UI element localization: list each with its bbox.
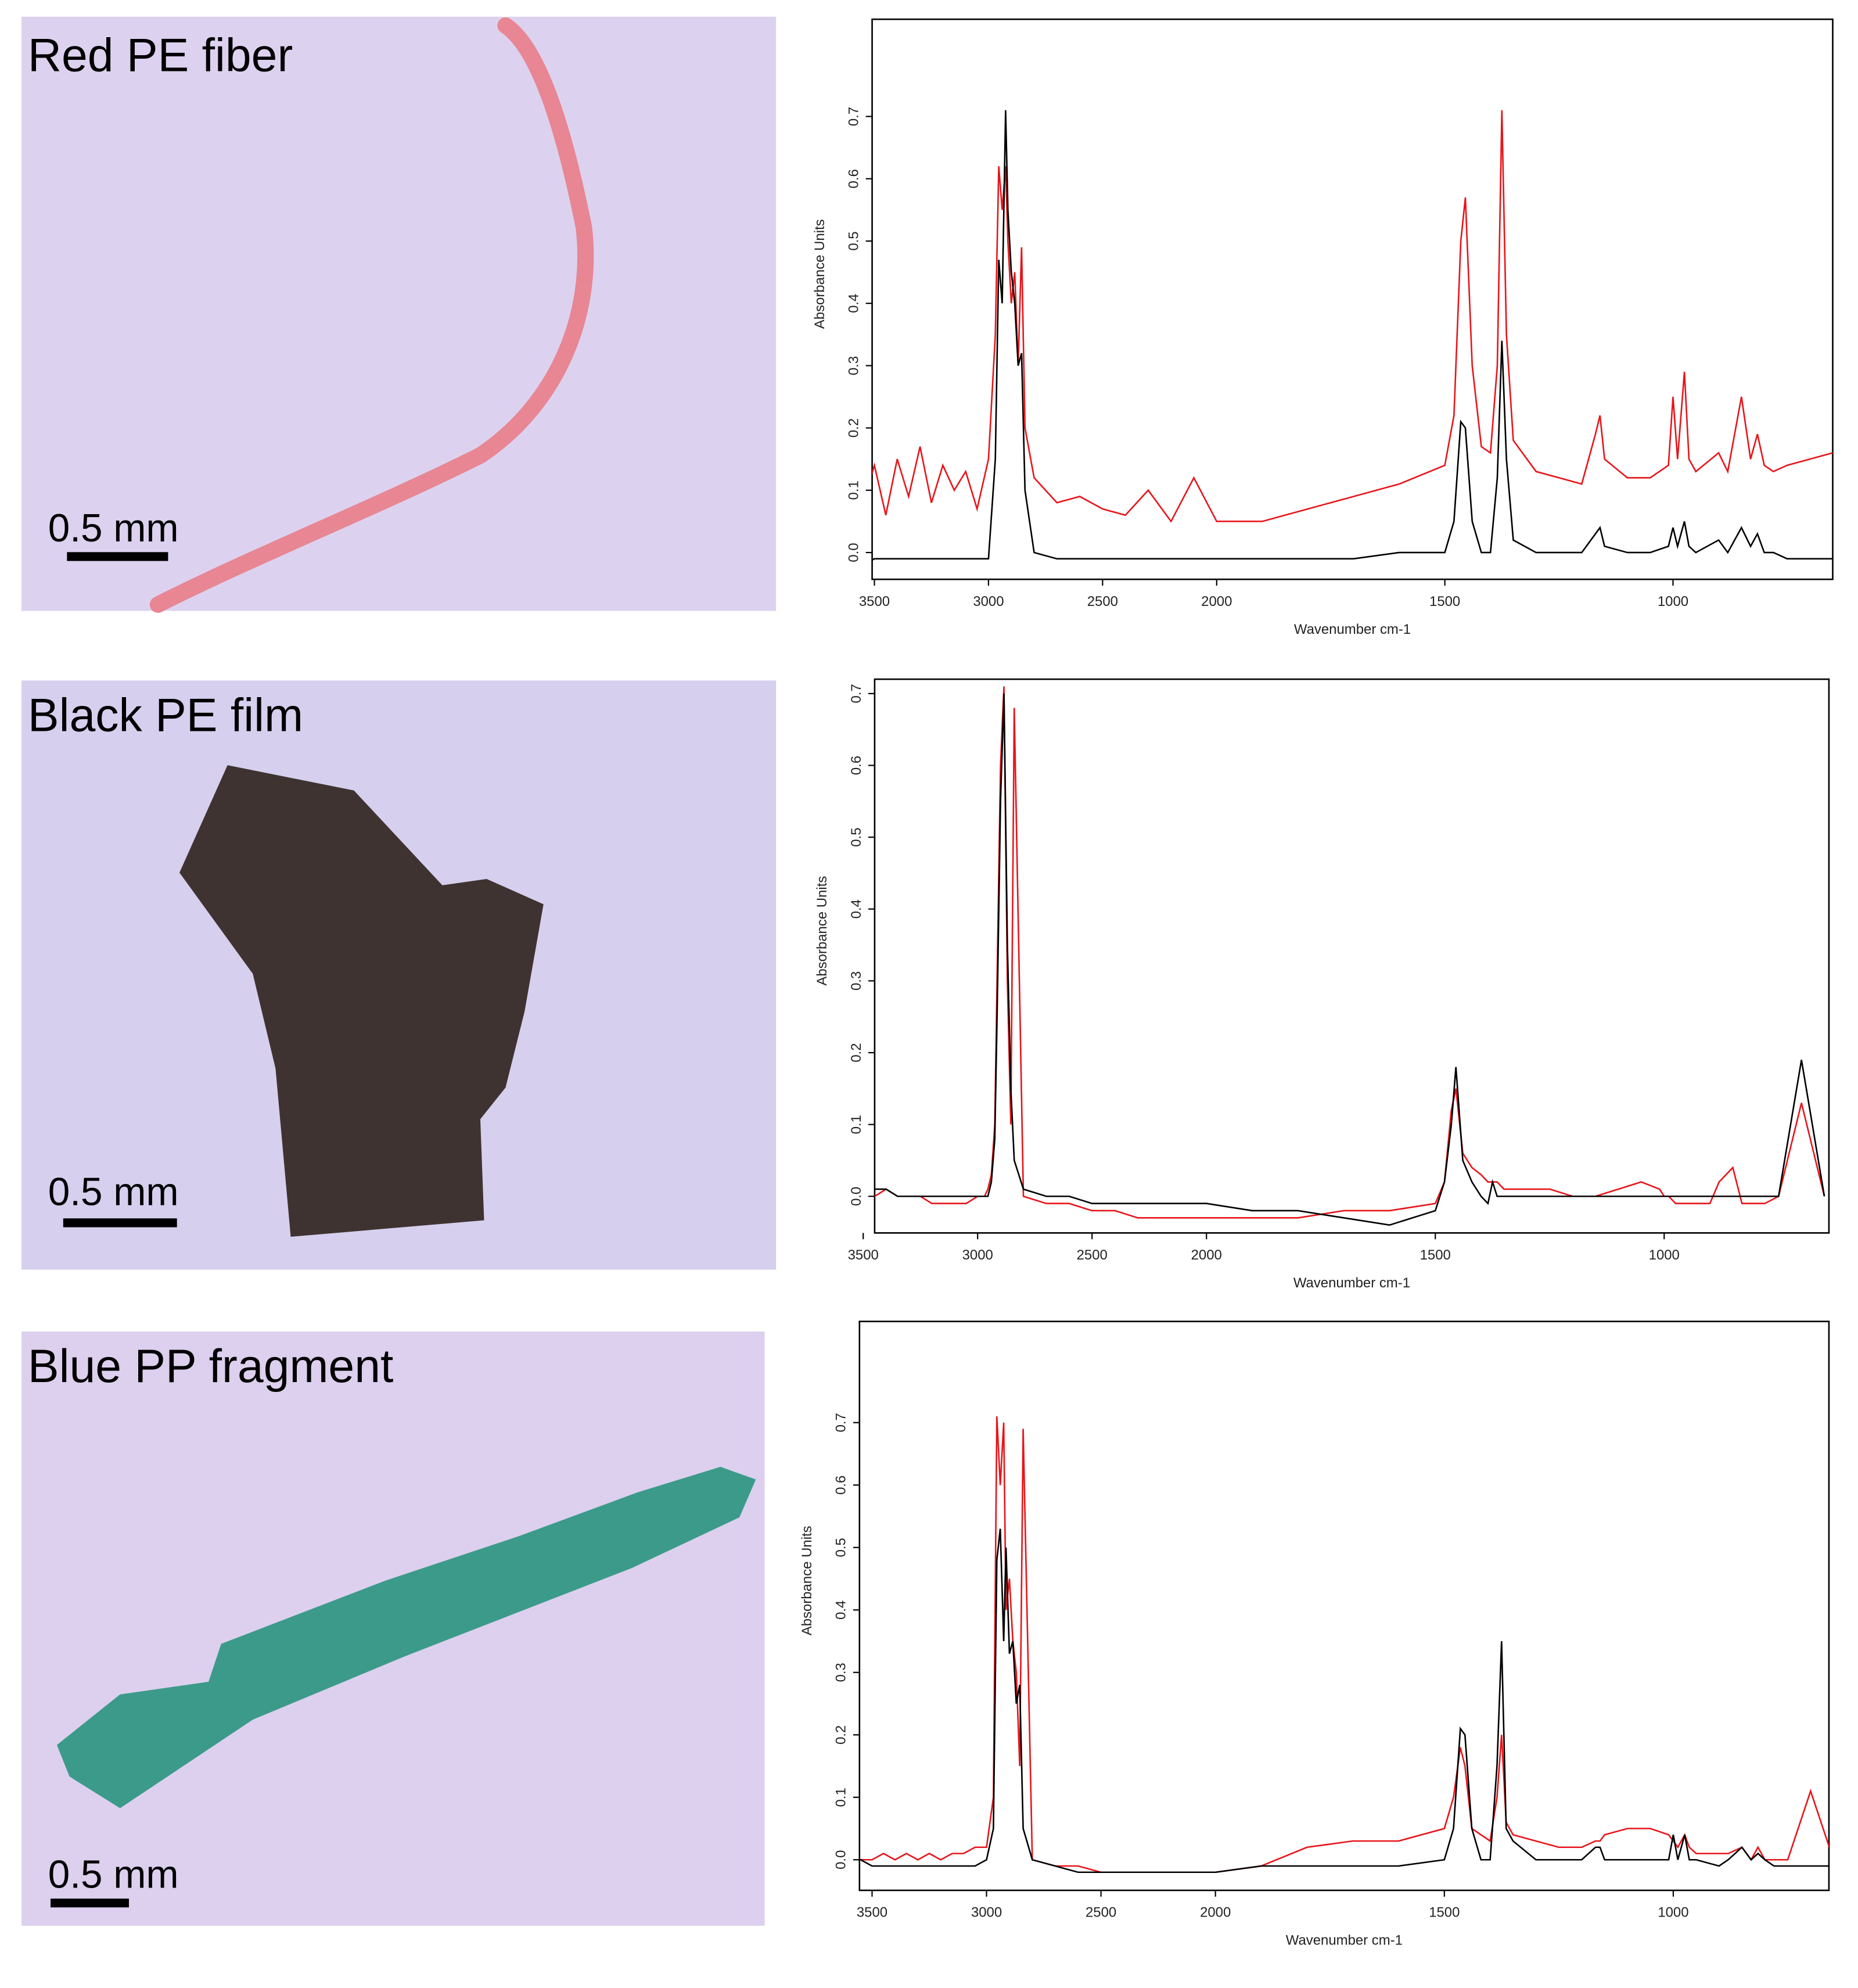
x-tick-label: 2000 bbox=[1191, 1247, 1222, 1263]
x-tick-label: 1000 bbox=[1658, 594, 1688, 609]
y-tick-label: 0.4 bbox=[846, 294, 861, 313]
x-tick-label: 3500 bbox=[848, 1247, 879, 1263]
x-tick-label: 1500 bbox=[1420, 1247, 1451, 1263]
panel-label: Blue PP fragment bbox=[28, 1340, 393, 1393]
y-tick-label: 0.2 bbox=[849, 1043, 864, 1062]
y-tick-label: 0.5 bbox=[849, 827, 864, 846]
y-tick-label: 0.6 bbox=[846, 169, 861, 188]
film-photo bbox=[179, 765, 544, 1237]
plot-frame bbox=[874, 678, 1830, 1234]
y-axis-label: Absorbance Units bbox=[799, 1526, 815, 1635]
x-axis-label: Wavenumber cm-1 bbox=[1286, 1932, 1403, 1948]
y-tick-label: 0.7 bbox=[833, 1413, 849, 1432]
y-tick-label: 0.1 bbox=[846, 480, 861, 500]
x-tick-label: 2000 bbox=[1201, 594, 1232, 609]
x-tick-label: 2500 bbox=[1086, 1905, 1116, 1921]
y-tick-label: 0.4 bbox=[833, 1601, 849, 1620]
y-tick-label: 0.3 bbox=[846, 356, 861, 375]
y-tick-label: 0.3 bbox=[833, 1663, 849, 1682]
x-tick-label: 3000 bbox=[973, 594, 1004, 609]
y-tick-label: 0.1 bbox=[833, 1788, 849, 1807]
y-tick-label: 0.5 bbox=[833, 1538, 849, 1557]
scale-bar-label: 0.5 mm bbox=[48, 1853, 179, 1897]
panel-label: Black PE film bbox=[28, 689, 303, 741]
x-tick-label: 1000 bbox=[1658, 1905, 1688, 1921]
spectrum-line bbox=[874, 693, 1825, 1226]
x-tick-label: 2500 bbox=[1077, 1247, 1108, 1263]
x-tick-label: 3000 bbox=[962, 1247, 993, 1263]
y-axis-label: Absorbance Units bbox=[814, 876, 830, 986]
photo-background bbox=[21, 16, 777, 611]
fiber-photo bbox=[149, 17, 594, 613]
spectrum-line bbox=[874, 686, 1825, 1219]
y-tick-label: 0.0 bbox=[849, 1187, 864, 1206]
y-tick-label: 0.6 bbox=[849, 756, 864, 775]
spectrum-line bbox=[872, 110, 1833, 561]
y-tick-label: 0.1 bbox=[849, 1115, 864, 1134]
spectrum-line bbox=[859, 1528, 1829, 1874]
y-tick-label: 0.2 bbox=[833, 1725, 849, 1745]
x-tick-label: 1500 bbox=[1429, 1905, 1460, 1921]
y-tick-label: 0.5 bbox=[846, 231, 861, 250]
spectrum-line bbox=[872, 110, 1833, 523]
fragment-photo bbox=[56, 1466, 756, 1808]
x-axis-label: Wavenumber cm-1 bbox=[1294, 622, 1411, 637]
scale-bar-label: 0.5 mm bbox=[48, 1170, 179, 1214]
y-tick-label: 0.3 bbox=[849, 971, 864, 991]
y-tick-label: 0.0 bbox=[833, 1850, 849, 1869]
x-tick-label: 2000 bbox=[1200, 1905, 1231, 1921]
x-tick-label: 3000 bbox=[971, 1905, 1002, 1921]
x-tick-label: 1000 bbox=[1649, 1247, 1680, 1263]
x-tick-label: 3500 bbox=[857, 1905, 887, 1921]
scale-bar-label: 0.5 mm bbox=[48, 507, 179, 550]
panel-label: Red PE fiber bbox=[28, 29, 293, 81]
y-tick-label: 0.4 bbox=[849, 899, 864, 918]
y-axis-label: Absorbance Units bbox=[812, 219, 828, 329]
y-tick-label: 0.6 bbox=[833, 1476, 849, 1495]
plot-frame bbox=[871, 18, 1834, 580]
x-tick-label: 3500 bbox=[859, 594, 890, 609]
x-tick-label: 1500 bbox=[1429, 594, 1460, 609]
y-tick-label: 0.0 bbox=[846, 543, 861, 562]
x-axis-label: Wavenumber cm-1 bbox=[1293, 1275, 1410, 1291]
y-tick-label: 0.2 bbox=[846, 418, 861, 437]
y-tick-label: 0.7 bbox=[846, 107, 861, 126]
y-tick-label: 0.7 bbox=[849, 684, 864, 703]
x-tick-label: 2500 bbox=[1087, 594, 1118, 609]
